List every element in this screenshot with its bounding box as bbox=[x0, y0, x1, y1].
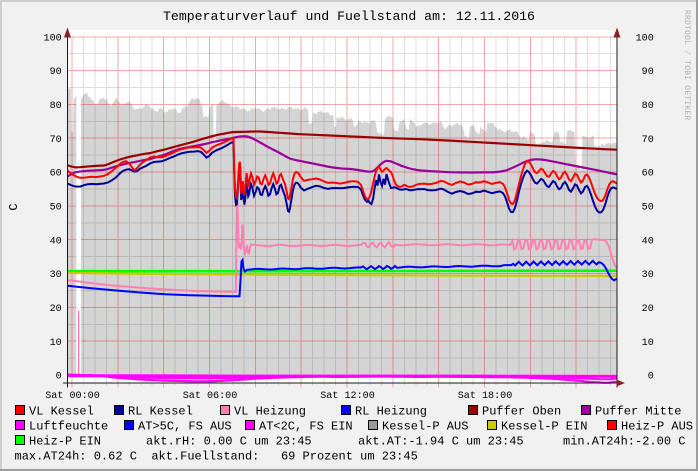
svg-text:20: 20 bbox=[642, 304, 654, 315]
svg-text:50: 50 bbox=[50, 202, 62, 213]
svg-text:20: 20 bbox=[50, 304, 62, 315]
svg-text:RL Kessel: RL Kessel bbox=[128, 405, 193, 419]
svg-text:Sat 06:00: Sat 06:00 bbox=[183, 391, 238, 402]
svg-text:100: 100 bbox=[44, 33, 62, 44]
svg-text:50: 50 bbox=[642, 202, 654, 213]
svg-text:Sat 18:00: Sat 18:00 bbox=[458, 391, 513, 402]
svg-text:100: 100 bbox=[636, 33, 654, 44]
svg-text:0: 0 bbox=[648, 372, 654, 383]
svg-text:70: 70 bbox=[642, 135, 654, 146]
svg-text:10: 10 bbox=[642, 338, 654, 349]
svg-text:70: 70 bbox=[50, 135, 62, 146]
svg-text:Sat 12:00: Sat 12:00 bbox=[320, 391, 375, 402]
svg-text:90: 90 bbox=[642, 67, 654, 78]
svg-text:Luftfeuchte: Luftfeuchte bbox=[29, 420, 108, 434]
svg-text:Kessel-P EIN: Kessel-P EIN bbox=[501, 420, 587, 434]
svg-text:60: 60 bbox=[642, 169, 654, 180]
svg-text:Sat 00:00: Sat 00:00 bbox=[45, 391, 100, 402]
svg-text:max.AT24h: 0.62 C akt.Fuellst: max.AT24h: 0.62 C akt.Fuellstand: 69 Pro… bbox=[15, 450, 418, 464]
svg-text:AT<2C, FS EIN: AT<2C, FS EIN bbox=[259, 420, 353, 434]
svg-text:Temperaturverlauf und Fuellsta: Temperaturverlauf und Fuellstand am: 12.… bbox=[163, 9, 535, 24]
svg-text:80: 80 bbox=[50, 101, 62, 112]
svg-text:VL Kessel: VL Kessel bbox=[29, 405, 94, 419]
svg-text:40: 40 bbox=[642, 236, 654, 247]
svg-text:akt.AT:-1.94 C um 23:45: akt.AT:-1.94 C um 23:45 bbox=[358, 435, 524, 449]
svg-text:90: 90 bbox=[50, 67, 62, 78]
svg-text:AT>5C, FS AUS: AT>5C, FS AUS bbox=[138, 420, 232, 434]
svg-text:min.AT24h:-2.00 C: min.AT24h:-2.00 C bbox=[563, 435, 685, 449]
svg-text:RRDTOOL / TOBI OETIKER: RRDTOOL / TOBI OETIKER bbox=[682, 10, 691, 120]
svg-text:Puffer Mitte: Puffer Mitte bbox=[595, 405, 681, 419]
svg-text:Heiz-P EIN: Heiz-P EIN bbox=[29, 435, 101, 449]
svg-text:80: 80 bbox=[642, 101, 654, 112]
svg-text:Kessel-P AUS: Kessel-P AUS bbox=[382, 420, 468, 434]
svg-text:C: C bbox=[7, 203, 21, 210]
svg-text:0: 0 bbox=[56, 372, 62, 383]
svg-text:30: 30 bbox=[642, 270, 654, 281]
svg-text:RL Heizung: RL Heizung bbox=[355, 405, 427, 419]
svg-text:30: 30 bbox=[50, 270, 62, 281]
svg-text:40: 40 bbox=[50, 236, 62, 247]
svg-text:VL Heizung: VL Heizung bbox=[234, 405, 306, 419]
svg-text:60: 60 bbox=[50, 169, 62, 180]
svg-text:Puffer Oben: Puffer Oben bbox=[482, 405, 561, 419]
svg-text:10: 10 bbox=[50, 338, 62, 349]
svg-text:akt.rH: 0.00 C um 23:45: akt.rH: 0.00 C um 23:45 bbox=[146, 435, 312, 449]
svg-text:Heiz-P AUS: Heiz-P AUS bbox=[621, 420, 693, 434]
